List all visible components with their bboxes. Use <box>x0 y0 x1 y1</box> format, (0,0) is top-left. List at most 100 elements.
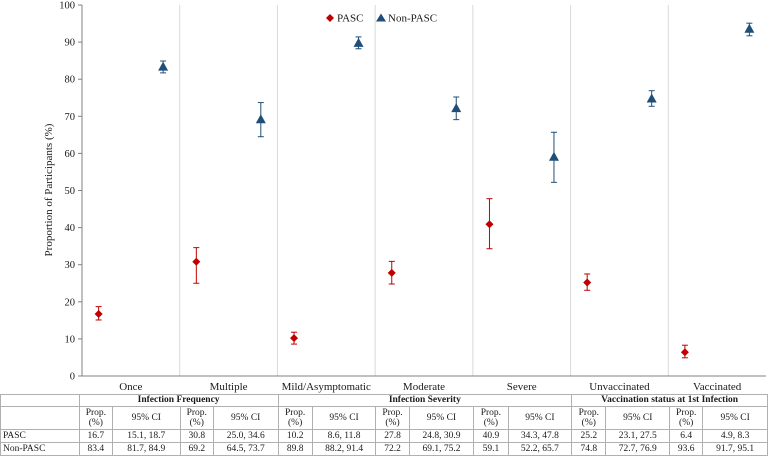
y-tick-label: 60 <box>65 149 76 160</box>
prop-cell: 25.2 <box>571 429 607 443</box>
legend-pasc-label: PASC <box>337 13 364 25</box>
ci-cell: 69.1, 75.2 <box>408 442 475 456</box>
prop-header-line2: (%) <box>288 418 303 428</box>
pasc-point <box>94 310 103 319</box>
pasc-point <box>290 334 299 343</box>
legend-pasc-marker <box>326 14 334 22</box>
prop-cell: 27.8 <box>375 429 410 443</box>
non-pasc-point <box>451 103 462 113</box>
pasc-point <box>680 348 689 357</box>
prop-header-line1: Prop. <box>578 407 599 418</box>
ci-table: Infection Frequency Infection Severity V… <box>0 394 768 456</box>
prop-header: Prop. (%) <box>277 406 313 430</box>
ci-header: 95% CI <box>702 406 768 430</box>
prop-header: Prop. (%) <box>571 406 607 430</box>
ci-cell: 88.2, 91.4 <box>311 442 377 456</box>
y-tick-label: 30 <box>65 260 76 271</box>
ci-cell: 81.7, 84.9 <box>112 442 181 456</box>
prop-header: Prop. (%) <box>375 406 410 430</box>
chart: 0 10 20 30 40 50 60 70 80 90 100 Once Multiple Mild/… <box>43 1 766 393</box>
row-label: Non-PASC <box>0 442 80 456</box>
pasc-point <box>192 257 201 266</box>
ci-cell: 72.7, 76.9 <box>605 442 671 456</box>
prop-header: Prop. (%) <box>473 406 509 430</box>
y-tick-label: 100 <box>59 1 75 12</box>
table-corner <box>0 394 80 407</box>
prop-header-line1: Prop. <box>186 407 207 418</box>
prop-cell: 89.8 <box>277 442 313 456</box>
pasc-point <box>583 278 592 287</box>
axes <box>81 5 766 377</box>
prop-cell: 30.8 <box>179 429 214 443</box>
legend: PASC Non-PASC <box>326 13 437 25</box>
x-category-label: Mild/Asymptomatic <box>282 381 371 393</box>
legend-nonpasc-marker <box>376 13 386 22</box>
ci-cell: 15.1, 18.7 <box>112 429 181 443</box>
gridlines <box>179 5 669 376</box>
prop-header-line1: Prop. <box>480 407 502 418</box>
y-axis-label: Proportion of Participants (%) <box>43 123 55 256</box>
ci-cell: 8.6, 11.8 <box>311 429 377 443</box>
x-category-label: Unvaccinated <box>589 381 650 393</box>
non-pasc-point <box>646 93 657 103</box>
prop-header-line1: Prop. <box>85 407 107 418</box>
y-tick-label: 20 <box>65 297 76 308</box>
prop-cell: 69.2 <box>179 442 214 456</box>
y-tick-label: 70 <box>65 112 76 123</box>
prop-cell: 16.7 <box>78 429 114 443</box>
ci-cell: 24.8, 30.9 <box>408 429 475 443</box>
prop-header-line2: (%) <box>385 418 400 428</box>
group-infection-frequency: Infection Frequency <box>78 394 279 407</box>
prop-cell: 83.4 <box>78 442 114 456</box>
prop-header: Prop. (%) <box>179 406 214 430</box>
y-axis-ticks: 0 10 20 30 40 50 60 70 80 90 100 <box>59 1 82 383</box>
non-pasc-point <box>158 61 169 71</box>
ci-cell: 23.1, 27.5 <box>605 429 671 443</box>
y-tick-label: 80 <box>65 75 76 86</box>
ci-header: 95% CI <box>507 406 573 430</box>
prop-cell: 6.4 <box>669 429 704 443</box>
y-tick-label: 10 <box>65 334 76 345</box>
ci-header: 95% CI <box>605 406 671 430</box>
table-corner-sub <box>0 406 80 430</box>
prop-cell: 74.8 <box>571 442 607 456</box>
x-axis-categories: Once Multiple Mild/Asymptomatic Moderate Sev… <box>119 381 742 393</box>
ci-header: 95% CI <box>408 406 475 430</box>
legend-nonpasc-label: Non-PASC <box>388 13 437 25</box>
pasc-point <box>485 220 494 229</box>
ci-cell: 91.7, 95.1 <box>702 442 768 456</box>
prop-header-line2: (%) <box>88 418 103 428</box>
prop-header-line2: (%) <box>679 418 694 428</box>
prop-header: Prop. (%) <box>669 406 704 430</box>
non-pasc-point <box>548 151 559 161</box>
prop-cell: 72.2 <box>375 442 410 456</box>
ci-header: 95% CI <box>212 406 279 430</box>
table-group-header: Infection Frequency Infection Severity V… <box>0 394 768 407</box>
pasc-point <box>387 268 396 277</box>
prop-cell: 59.1 <box>473 442 509 456</box>
prop-header-line2: (%) <box>581 418 596 428</box>
y-tick-label: 90 <box>65 38 76 49</box>
y-tick-label: 50 <box>65 186 76 197</box>
group-infection-severity: Infection Severity <box>277 394 573 407</box>
table-subheader: Prop. (%) 95% CI Prop. (%) 95% CI Prop. (%) 95% … <box>0 406 768 430</box>
prop-header-line1: Prop. <box>382 407 403 418</box>
table-row-pasc: PASC 16.7 15.1, 18.7 30.8 25.0, 34.6 10.2 8.6… <box>0 429 768 443</box>
prop-header-line1: Prop. <box>676 407 697 418</box>
ci-cell: 34.3, 47.8 <box>507 429 573 443</box>
x-category-label: Severe <box>507 381 537 393</box>
x-category-label: Moderate <box>403 381 445 393</box>
ci-header: 95% CI <box>311 406 377 430</box>
prop-header-line1: Prop. <box>284 407 306 418</box>
prop-cell: 10.2 <box>277 429 313 443</box>
group-vaccination-status: Vaccination status at 1st Infection <box>571 394 768 407</box>
non-pasc-point <box>353 37 364 47</box>
prop-header: Prop. (%) <box>78 406 114 430</box>
table-row-non-pasc: Non-PASC 83.4 81.7, 84.9 69.2 64.5, 73.7 89.… <box>0 442 768 456</box>
y-tick-label: 0 <box>70 372 75 383</box>
data-points <box>94 22 755 359</box>
y-tick-label: 40 <box>65 223 76 234</box>
x-category-label: Vaccinated <box>693 381 742 393</box>
ci-cell: 4.9, 8.3 <box>702 429 768 443</box>
non-pasc-point <box>744 23 755 33</box>
